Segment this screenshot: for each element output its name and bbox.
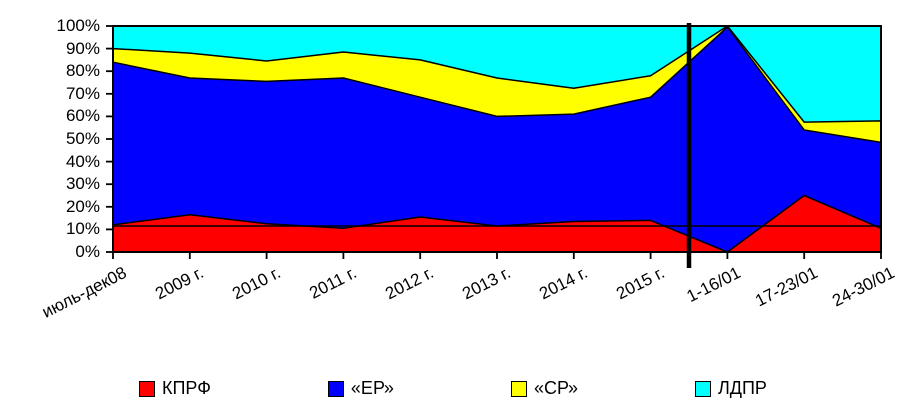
y-axis-label: 10%: [65, 219, 100, 239]
y-axis-label: 30%: [65, 174, 100, 194]
legend-item-ldpr: ЛДПР: [694, 378, 767, 399]
y-axis-label: 90%: [65, 38, 100, 58]
y-axis-label: 50%: [65, 129, 100, 148]
y-axis-label: 80%: [65, 61, 100, 81]
legend-color-swatch: [694, 380, 711, 397]
y-axis-label: 100%: [56, 16, 100, 35]
legend-label: «ЕР»: [350, 378, 394, 398]
legend-color-swatch: [327, 380, 344, 397]
legend: КПРФ «ЕР» «СР» ЛДПР: [0, 378, 900, 399]
y-axis-label: 0%: [75, 242, 100, 261]
legend-color-swatch: [139, 380, 155, 397]
legend-label: ЛДПР: [717, 378, 767, 398]
legend-item-er: «ЕР»: [327, 378, 394, 399]
legend-item-kprf: КПРФ: [139, 378, 211, 399]
legend-color-swatch: [510, 380, 527, 397]
y-axis-label: 60%: [65, 106, 100, 126]
legend-item-sr: «СР»: [510, 378, 578, 399]
legend-label: «СР»: [533, 378, 578, 398]
y-axis-label: 20%: [65, 196, 100, 216]
y-axis-label: 70%: [65, 83, 100, 103]
y-axis-label: 40%: [65, 151, 100, 171]
legend-label: КПРФ: [162, 378, 211, 398]
